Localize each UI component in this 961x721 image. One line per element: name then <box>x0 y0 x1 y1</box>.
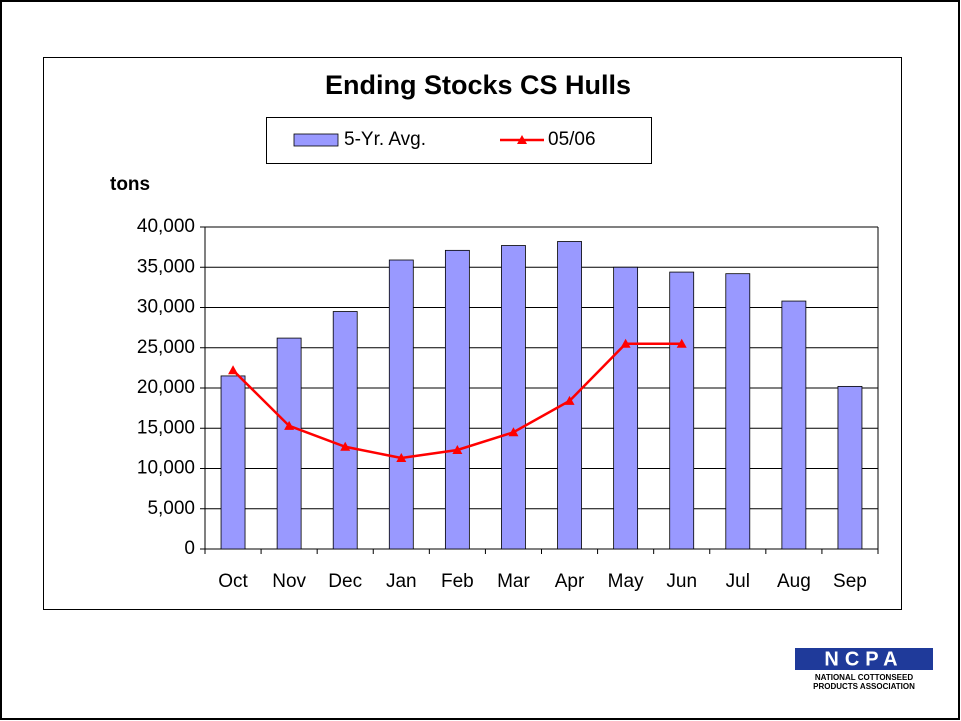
y-tick-label: 35,000 <box>137 256 195 277</box>
bar <box>388 259 414 550</box>
x-tick-label: Jul <box>726 571 750 592</box>
y-tick-label: 25,000 <box>137 337 195 358</box>
x-tick-label: Feb <box>441 571 474 592</box>
marker <box>396 453 407 463</box>
x-tick-label: Dec <box>328 571 362 592</box>
marker <box>340 441 351 451</box>
x-tick-label: Mar <box>497 571 530 592</box>
x-tick-label: Sep <box>833 571 867 592</box>
x-tick-label: Jan <box>386 571 417 592</box>
x-tick-label: Nov <box>272 571 306 592</box>
chart-title: Ending Stocks CS Hulls <box>325 70 631 100</box>
logo-name: NCPA <box>824 648 903 670</box>
legend-label: 05/06 <box>548 129 596 150</box>
logo-line: PRODUCTS ASSOCIATION <box>813 682 915 691</box>
y-tick-label: 30,000 <box>137 297 195 318</box>
bar <box>837 385 863 550</box>
bar <box>276 337 302 550</box>
marker <box>452 444 463 454</box>
bar <box>332 311 358 550</box>
marker <box>676 338 687 348</box>
y-tick-label: 15,000 <box>137 417 195 438</box>
marker <box>620 338 631 348</box>
bar <box>669 271 695 550</box>
legend-swatch <box>293 133 339 147</box>
bar <box>501 245 526 550</box>
logo-block <box>795 648 933 670</box>
legend-marker <box>517 135 527 144</box>
bar <box>613 266 639 550</box>
x-tick-label: Oct <box>218 571 248 592</box>
y-tick-label: 40,000 <box>137 216 195 237</box>
bar <box>557 241 582 550</box>
legend-label: 5-Yr. Avg. <box>344 129 426 150</box>
bar <box>725 273 751 550</box>
bar <box>444 249 470 550</box>
x-tick-label: Jun <box>666 571 697 592</box>
y-tick-label: 10,000 <box>137 458 195 479</box>
marker <box>564 395 575 405</box>
x-tick-label: May <box>608 571 644 592</box>
logo: NCPA NATIONAL COTTONSEED PRODUCTS ASSOCI… <box>795 648 933 691</box>
y-tick-label: 20,000 <box>137 377 195 398</box>
marker <box>284 420 295 430</box>
bar <box>220 375 246 550</box>
x-tick-label: Apr <box>555 571 585 592</box>
marker <box>228 365 239 375</box>
x-tick-label: Aug <box>777 571 811 592</box>
y-tick-label: 5,000 <box>147 498 195 519</box>
y-tick-label: 0 <box>184 538 195 559</box>
marker <box>508 427 519 437</box>
bar <box>781 300 807 550</box>
logo-line: NATIONAL COTTONSEED <box>815 673 913 682</box>
y-axis-label: tons <box>110 174 150 195</box>
